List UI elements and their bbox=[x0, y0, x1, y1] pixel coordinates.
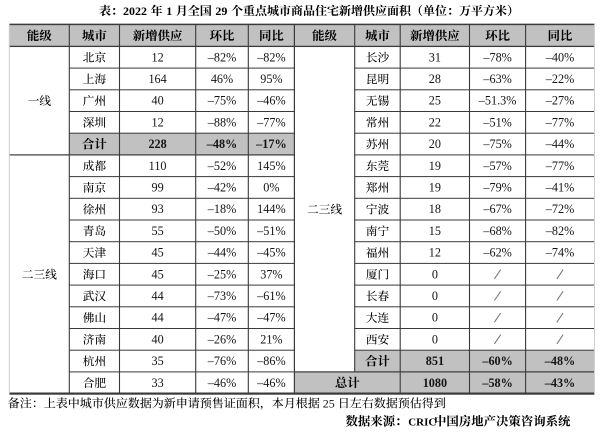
svg-text:44: 44 bbox=[152, 311, 164, 325]
svg-text:0: 0 bbox=[432, 289, 438, 303]
svg-text:–74%: –74% bbox=[545, 246, 574, 260]
svg-text:20: 20 bbox=[429, 137, 441, 151]
svg-text:–62%: –62% bbox=[482, 246, 511, 260]
svg-text:–73%: –73% bbox=[207, 289, 236, 303]
svg-text:–46%: –46% bbox=[207, 376, 236, 390]
svg-text:–48%: –48% bbox=[206, 137, 237, 151]
svg-text:12: 12 bbox=[152, 50, 164, 64]
svg-text:–82%: –82% bbox=[545, 224, 574, 238]
svg-text:–22%: –22% bbox=[545, 72, 574, 86]
svg-text:2022: 2022 bbox=[123, 4, 147, 18]
svg-text:–44%: –44% bbox=[545, 137, 574, 151]
svg-text:–88%: –88% bbox=[207, 115, 236, 129]
svg-text:–77%: –77% bbox=[545, 159, 574, 173]
svg-text:–26%: –26% bbox=[207, 332, 236, 346]
svg-text:–44%: –44% bbox=[207, 246, 236, 260]
svg-text:–27%: –27% bbox=[545, 94, 574, 108]
svg-text:35: 35 bbox=[152, 354, 164, 368]
svg-text:–52%: –52% bbox=[207, 159, 236, 173]
svg-text:0%: 0% bbox=[263, 181, 279, 195]
svg-text:–48%: –48% bbox=[544, 354, 575, 368]
svg-text:145%: 145% bbox=[257, 159, 285, 173]
svg-text:40: 40 bbox=[152, 332, 164, 346]
svg-text:99: 99 bbox=[152, 181, 164, 195]
svg-text:93: 93 bbox=[152, 202, 164, 216]
svg-text:–67%: –67% bbox=[482, 202, 511, 216]
svg-text:21%: 21% bbox=[260, 332, 282, 346]
svg-text:12: 12 bbox=[429, 246, 441, 260]
svg-text:–82%: –82% bbox=[256, 50, 285, 64]
svg-text:–68%: –68% bbox=[482, 224, 511, 238]
svg-text:0: 0 bbox=[432, 311, 438, 325]
svg-text:31: 31 bbox=[429, 50, 441, 64]
svg-text:–78%: –78% bbox=[482, 50, 511, 64]
svg-text:–86%: –86% bbox=[256, 354, 285, 368]
svg-text:CRIC: CRIC bbox=[408, 417, 436, 429]
svg-text:–61%: –61% bbox=[256, 289, 285, 303]
svg-text:–77%: –77% bbox=[545, 115, 574, 129]
svg-text:19: 19 bbox=[429, 181, 441, 195]
svg-text:22: 22 bbox=[429, 115, 441, 129]
svg-text:25: 25 bbox=[429, 94, 441, 108]
svg-text:–25%: –25% bbox=[207, 267, 236, 281]
svg-text:110: 110 bbox=[149, 159, 167, 173]
svg-text:–47%: –47% bbox=[207, 311, 236, 325]
svg-text:–46%: –46% bbox=[256, 94, 285, 108]
svg-text:228: 228 bbox=[148, 137, 166, 151]
svg-text:–46%: –46% bbox=[256, 376, 285, 390]
svg-text:–57%: –57% bbox=[482, 159, 511, 173]
svg-text:–43%: –43% bbox=[544, 376, 575, 390]
svg-text:164: 164 bbox=[148, 72, 166, 86]
svg-text:–51%: –51% bbox=[482, 115, 511, 129]
svg-text:46%: 46% bbox=[211, 72, 233, 86]
svg-text:–75%: –75% bbox=[482, 137, 511, 151]
svg-text:19: 19 bbox=[429, 159, 441, 173]
svg-text:–76%: –76% bbox=[207, 354, 236, 368]
svg-text:40: 40 bbox=[152, 94, 164, 108]
svg-text:–58%: –58% bbox=[481, 376, 512, 390]
svg-text:15: 15 bbox=[429, 224, 441, 238]
svg-text:29: 29 bbox=[215, 4, 227, 18]
svg-text:18: 18 bbox=[429, 202, 441, 216]
svg-text:–63%: –63% bbox=[482, 72, 511, 86]
svg-text:0: 0 bbox=[432, 267, 438, 281]
svg-text:–82%: –82% bbox=[207, 50, 236, 64]
svg-text:–60%: –60% bbox=[481, 354, 512, 368]
svg-text:–50%: –50% bbox=[207, 224, 236, 238]
svg-text:–17%: –17% bbox=[255, 137, 286, 151]
svg-text:–77%: –77% bbox=[256, 115, 285, 129]
svg-text:45: 45 bbox=[152, 246, 164, 260]
svg-text:–41%: –41% bbox=[545, 181, 574, 195]
svg-text:45: 45 bbox=[152, 267, 164, 281]
svg-text:–79%: –79% bbox=[482, 181, 511, 195]
svg-text:144%: 144% bbox=[257, 202, 285, 216]
svg-text:–75%: –75% bbox=[207, 94, 236, 108]
svg-text:–51%: –51% bbox=[256, 224, 285, 238]
svg-text:1: 1 bbox=[166, 4, 172, 18]
svg-text:33: 33 bbox=[152, 376, 164, 390]
svg-text:95%: 95% bbox=[260, 72, 282, 86]
svg-text:1080: 1080 bbox=[423, 376, 447, 390]
svg-text:–72%: –72% bbox=[545, 202, 574, 216]
svg-text:55: 55 bbox=[152, 224, 164, 238]
svg-text:–47%: –47% bbox=[256, 311, 285, 325]
svg-text:0: 0 bbox=[432, 332, 438, 346]
svg-text:25: 25 bbox=[323, 396, 335, 410]
svg-text:–18%: –18% bbox=[207, 202, 236, 216]
svg-text:37%: 37% bbox=[260, 267, 282, 281]
svg-text:44: 44 bbox=[152, 289, 164, 303]
svg-text:–45%: –45% bbox=[256, 246, 285, 260]
svg-text:–51.3%: –51.3% bbox=[478, 94, 517, 108]
svg-text:851: 851 bbox=[426, 354, 444, 368]
svg-text:–42%: –42% bbox=[207, 181, 236, 195]
svg-text:12: 12 bbox=[152, 115, 164, 129]
svg-text:–40%: –40% bbox=[545, 50, 574, 64]
svg-text:28: 28 bbox=[429, 72, 441, 86]
